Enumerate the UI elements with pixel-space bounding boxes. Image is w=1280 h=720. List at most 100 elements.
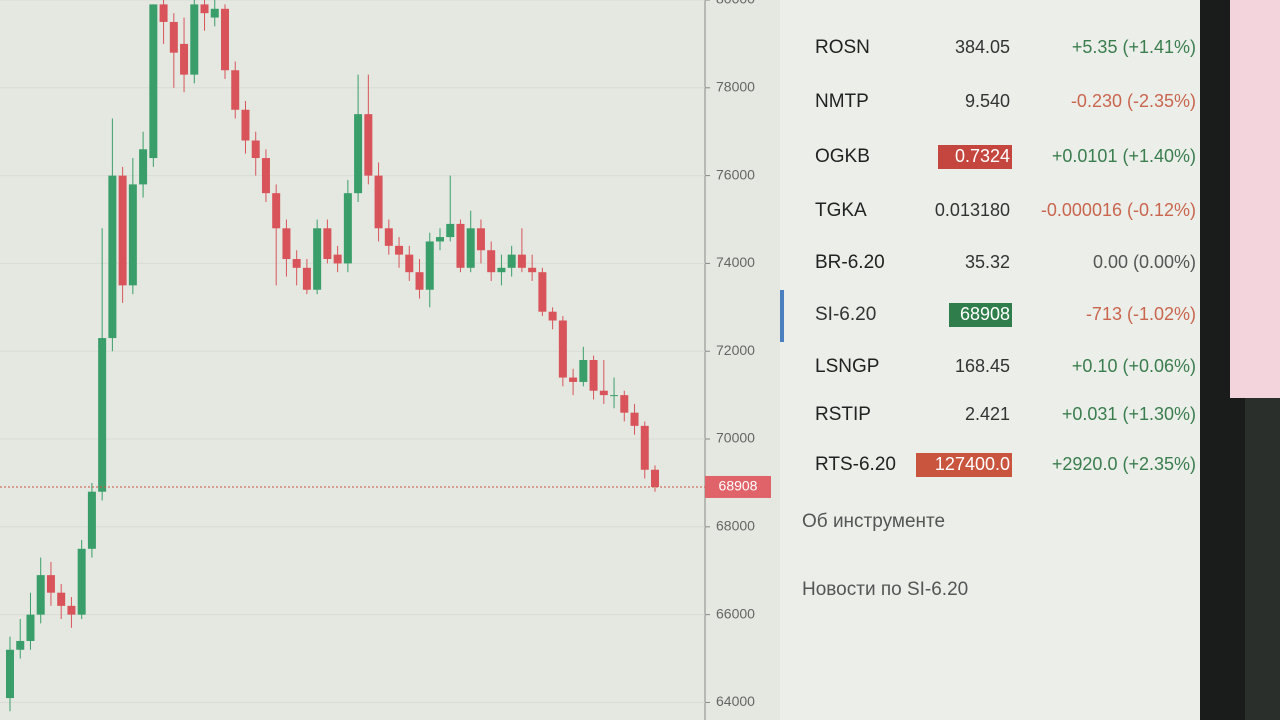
candle-body	[446, 223, 455, 238]
candle-body	[436, 237, 444, 242]
selection-marker	[780, 290, 784, 342]
candle-body	[640, 425, 649, 470]
news-link[interactable]: Новости по SI-6.20	[802, 579, 968, 600]
candle-body	[46, 575, 55, 593]
symbol-change: -713 (-1.02%)	[1086, 304, 1196, 324]
last-price-badge	[705, 475, 771, 498]
symbol-change: +2920.0 (+2.35%)	[1052, 454, 1196, 474]
candle-body	[476, 228, 485, 251]
symbol-price: 384.05	[955, 37, 1010, 57]
candle-body	[323, 228, 332, 260]
last-price-label: 68908	[719, 478, 758, 494]
candle-body	[343, 193, 352, 264]
symbol-name[interactable]: RTS-6.20	[815, 454, 896, 475]
candle-body	[487, 250, 496, 273]
candle-body	[77, 548, 86, 615]
candle-body	[610, 395, 619, 397]
candle-body	[190, 4, 199, 75]
candle-body	[374, 175, 383, 229]
candle-body	[210, 8, 219, 18]
price-highlight	[938, 145, 1012, 169]
symbol-change: +5.35 (+1.41%)	[1072, 37, 1196, 57]
symbol-price: 127400.0	[935, 454, 1010, 474]
y-tick-label: 78000	[716, 79, 755, 95]
symbol-name[interactable]: RSTIP	[815, 404, 871, 425]
symbol-change: 0.00 (0.00%)	[1093, 252, 1196, 272]
y-tick-label: 66000	[716, 605, 755, 621]
symbol-name[interactable]: LSNGP	[815, 356, 879, 377]
candle-body	[251, 140, 260, 159]
candle-body	[589, 360, 598, 391]
symbol-name[interactable]: TGKA	[815, 200, 867, 221]
price-highlight	[916, 453, 1012, 477]
candle-body	[292, 259, 301, 268]
symbol-change: +0.10 (+0.06%)	[1072, 356, 1196, 376]
candle-body	[313, 228, 322, 290]
candle-body	[415, 272, 424, 290]
symbol-price: 68908	[960, 304, 1010, 324]
candle-body	[548, 311, 557, 321]
symbol-name[interactable]: OGKB	[815, 146, 870, 167]
candle-body	[241, 109, 250, 141]
candle-body	[282, 228, 291, 260]
symbol-name[interactable]: BR-6.20	[815, 252, 885, 273]
symbol-name[interactable]: SI-6.20	[815, 304, 876, 325]
symbol-price: 0.7324	[955, 146, 1010, 166]
candle-body	[221, 8, 229, 71]
candle-body	[118, 175, 127, 286]
candle-body	[36, 575, 45, 615]
symbol-name[interactable]: ROSN	[815, 37, 870, 58]
candle-body	[517, 254, 526, 268]
candle-body	[528, 267, 537, 273]
candle-body	[108, 175, 117, 339]
candle-body	[26, 614, 35, 641]
watchlist: ROSN 384.05 +5.35 (+1.41%) NMTP 9.540 -0.230 …	[815, 37, 1196, 477]
candle-body	[272, 193, 281, 229]
chart-area	[0, 0, 780, 720]
y-tick-label: 76000	[716, 166, 755, 182]
y-tick-label: 74000	[716, 254, 755, 270]
candle-body	[620, 395, 629, 413]
candle-body	[180, 43, 189, 75]
candle-body	[425, 241, 434, 290]
symbol-price: 9.540	[965, 91, 1010, 111]
candle-body	[67, 605, 76, 615]
watchlist-panel	[780, 0, 1200, 720]
candle-body	[558, 320, 567, 378]
symbol-change: +0.031 (+1.30%)	[1062, 404, 1196, 424]
candle-body	[466, 228, 475, 268]
candle-body	[599, 390, 608, 396]
candle-body	[149, 4, 158, 159]
candle-body	[497, 267, 506, 273]
candle-body	[16, 640, 25, 650]
symbol-name[interactable]: NMTP	[815, 91, 869, 112]
sticky-note	[1230, 0, 1280, 398]
candle-body	[538, 272, 547, 312]
candle-body	[169, 21, 178, 53]
candle-body	[507, 254, 516, 268]
y-tick-label: 64000	[716, 693, 755, 709]
candle-body	[630, 412, 639, 426]
symbol-price: 168.45	[955, 356, 1010, 376]
candle-body	[384, 228, 393, 246]
candle-body	[333, 254, 342, 264]
candle-body	[579, 360, 588, 382]
candle-body	[364, 114, 373, 176]
candle-body	[302, 267, 311, 290]
symbol-change: -0.000016 (-0.12%)	[1041, 200, 1196, 220]
candle-body	[231, 70, 240, 110]
symbol-change: -0.230 (-2.35%)	[1071, 91, 1196, 111]
candle-body	[261, 158, 270, 194]
candle-body	[405, 254, 414, 273]
symbol-change: +0.0101 (+1.40%)	[1052, 146, 1196, 166]
about-link[interactable]: Об инструменте	[802, 511, 945, 532]
y-tick-label: 72000	[716, 342, 755, 358]
candle-body	[456, 223, 465, 268]
symbol-price: 0.013180	[935, 200, 1010, 220]
symbol-price: 2.421	[965, 404, 1010, 424]
y-tick-label: 68000	[716, 518, 755, 534]
candle-body	[6, 649, 14, 699]
candle-body	[651, 469, 659, 487]
